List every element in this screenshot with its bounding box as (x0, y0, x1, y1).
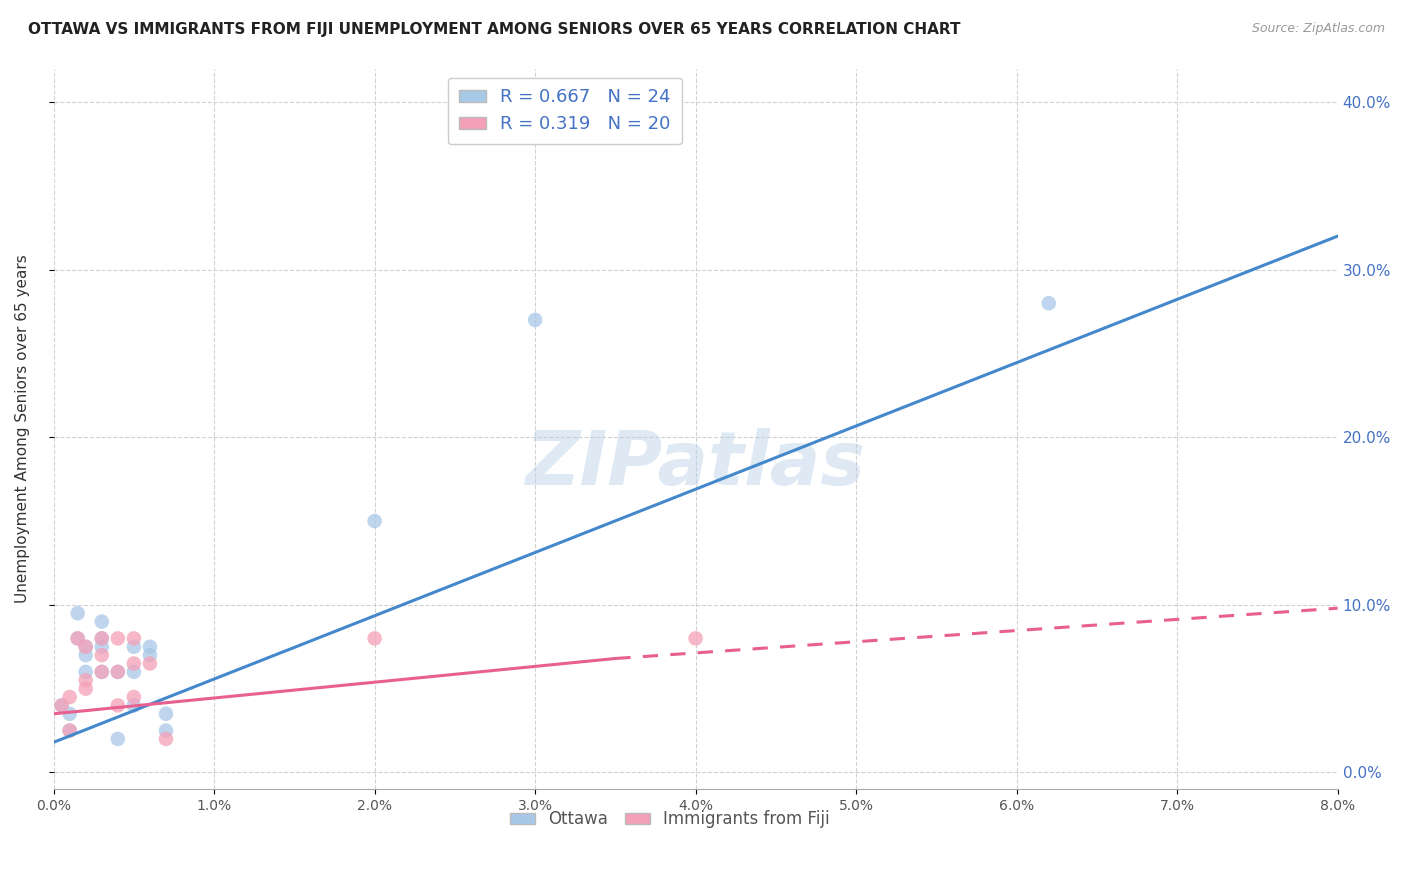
Y-axis label: Unemployment Among Seniors over 65 years: Unemployment Among Seniors over 65 years (15, 254, 30, 603)
Point (155, 706, 177, 721)
Point (75, 640, 97, 654)
Point (107, 665, 129, 679)
Point (59, 723, 82, 738)
Point (155, 723, 177, 738)
Point (122, 698, 145, 713)
Point (107, 698, 129, 713)
Point (90, 648, 112, 662)
Point (59, 706, 82, 721)
Point (122, 690, 145, 704)
Point (75, 665, 97, 679)
Point (66, 606, 89, 620)
Point (139, 640, 162, 654)
Point (155, 731, 177, 746)
Text: OTTAWA VS IMMIGRANTS FROM FIJI UNEMPLOYMENT AMONG SENIORS OVER 65 YEARS CORRELAT: OTTAWA VS IMMIGRANTS FROM FIJI UNEMPLOYM… (28, 22, 960, 37)
Point (66, 632, 89, 646)
Point (363, 632, 385, 646)
Point (363, 514, 385, 528)
Point (75, 640, 97, 654)
Point (90, 665, 112, 679)
Point (75, 681, 97, 696)
Legend: Ottawa, Immigrants from Fiji: Ottawa, Immigrants from Fiji (503, 804, 837, 835)
Point (51, 698, 73, 713)
Point (75, 673, 97, 688)
Point (59, 723, 82, 738)
Point (524, 313, 547, 327)
Point (107, 731, 129, 746)
Point (90, 632, 112, 646)
Point (685, 632, 707, 646)
Point (1038, 296, 1060, 310)
Point (122, 632, 145, 646)
Point (107, 665, 129, 679)
Text: ZIPatlas: ZIPatlas (526, 428, 866, 501)
Point (122, 657, 145, 671)
Point (75, 648, 97, 662)
Point (59, 690, 82, 704)
Point (139, 657, 162, 671)
Point (90, 665, 112, 679)
Point (122, 665, 145, 679)
Point (107, 632, 129, 646)
Point (122, 640, 145, 654)
Point (90, 640, 112, 654)
Point (90, 615, 112, 629)
Point (139, 648, 162, 662)
Point (66, 632, 89, 646)
Point (51, 698, 73, 713)
Text: Source: ZipAtlas.com: Source: ZipAtlas.com (1251, 22, 1385, 36)
Point (90, 632, 112, 646)
